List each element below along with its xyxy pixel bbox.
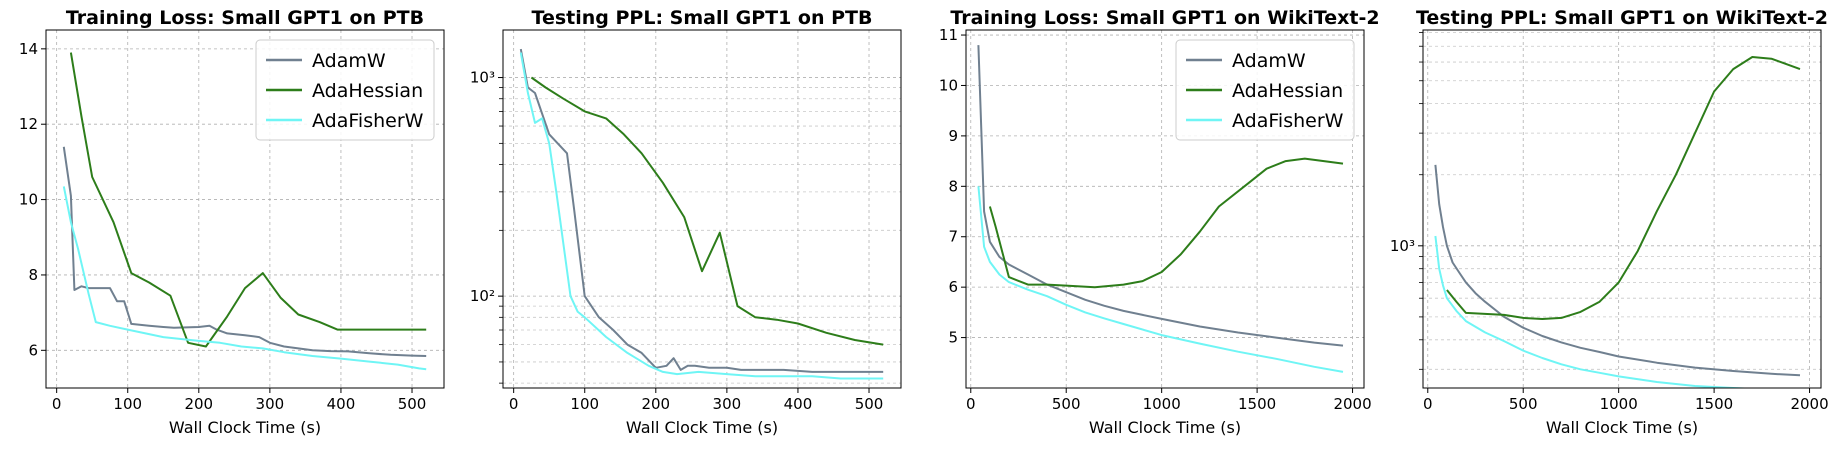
x-tick-label: 200 [641,395,670,413]
x-tick-label: 300 [713,395,742,413]
y-tick-label: 9 [948,127,958,145]
x-tick-label: 300 [256,395,285,413]
legend-label-adahessian: AdaHessian [312,80,423,102]
y-tick-label: 8 [28,266,38,284]
legend-label-adafisherw: AdaFisherW [312,110,424,132]
series-line-adafisherw [977,186,1344,373]
x-tick-label: 400 [784,395,813,413]
series-line-adamw [62,146,427,357]
x-axis-label: Wall Clock Time (s) [169,418,321,437]
y-tick-label: 10 [19,191,38,209]
series-line-adahessian [69,52,427,348]
y-tick-label: 11 [939,26,958,44]
series-line-adafisherw [519,52,884,380]
axes-frame [965,29,1365,389]
series-line-adahessian [530,76,884,346]
chart-title: Training Loss: Small GPT1 on PTB [66,7,424,29]
legend-box [255,39,435,141]
chart-panel-1: 0 100 200 300 400 500 6 8 10 12 14 Training Loss: S… [19,7,445,437]
legend-box [1175,39,1355,141]
series-line-adamw [519,48,884,373]
y-tick-label: 14 [19,40,38,58]
legend: AdamW AdaHessian AdaFisherW [255,39,435,141]
x-tick-label: 1000 [1143,395,1181,413]
chart-title: Testing PPL: Small GPT1 on PTB [532,7,873,29]
legend-label-adamw: AdamW [1232,50,1306,72]
y-tick-label: 12 [19,115,38,133]
x-tick-label: 1500 [1695,395,1733,413]
y-tick-label: 8 [948,177,958,195]
y-tick-label: 7 [948,228,958,246]
x-tick-label: 500 [398,395,427,413]
x-tick-label: 500 [1509,395,1538,413]
axes-frame [45,29,445,389]
y-tick-label: 6 [948,278,958,296]
y-tick-label: 10³ [1390,237,1415,255]
x-tick-label: 0 [52,395,62,413]
chart-title: Training Loss: Small GPT1 on WikiText-2 [950,7,1379,29]
series-line-adamw [1434,164,1801,377]
legend-label-adahessian: AdaHessian [1232,80,1343,102]
legend: AdamW AdaHessian AdaFisherW [1175,39,1355,141]
axes-frame [1422,29,1822,389]
series-line-adahessian [1446,56,1801,320]
x-tick-label: 2000 [1333,395,1371,413]
series-line-adahessian [988,157,1344,289]
axes-frame [502,29,902,389]
x-tick-label: 1500 [1238,395,1276,413]
x-tick-label: 500 [855,395,884,413]
x-tick-label: 0 [1423,395,1433,413]
x-axis-label: Wall Clock Time (s) [626,418,778,437]
series-line-adamw [977,45,1344,347]
y-tick-label: 10² [470,287,495,305]
x-tick-label: 100 [570,395,599,413]
legend-label-adamw: AdamW [312,50,386,72]
chart-title: Testing PPL: Small GPT1 on WikiText-2 [1416,7,1828,29]
chart-panel-2: 0 100 200 300 400 500 10² 10³ Testing PPL: Small… [470,7,902,437]
series-line-adafisherw [1434,235,1756,388]
y-tick-label: 10³ [470,69,495,87]
x-tick-label: 100 [113,395,142,413]
x-tick-label: 0 [966,395,976,413]
x-tick-label: 400 [327,395,356,413]
chart-panel-4: 0 500 1000 1500 2000 10³ Testing PPL: Small GP… [1390,7,1829,437]
y-tick-label: 6 [28,341,38,359]
x-tick-label: 500 [1052,395,1081,413]
y-tick-label: 5 [948,329,958,347]
x-axis-label: Wall Clock Time (s) [1089,418,1241,437]
x-tick-label: 1000 [1600,395,1638,413]
legend-label-adafisherw: AdaFisherW [1232,110,1344,132]
y-tick-label: 10 [939,76,958,94]
series-line-adafisherw [62,186,427,371]
x-axis-label: Wall Clock Time (s) [1546,418,1698,437]
x-tick-label: 2000 [1790,395,1828,413]
x-tick-label: 0 [509,395,519,413]
x-tick-label: 200 [184,395,213,413]
